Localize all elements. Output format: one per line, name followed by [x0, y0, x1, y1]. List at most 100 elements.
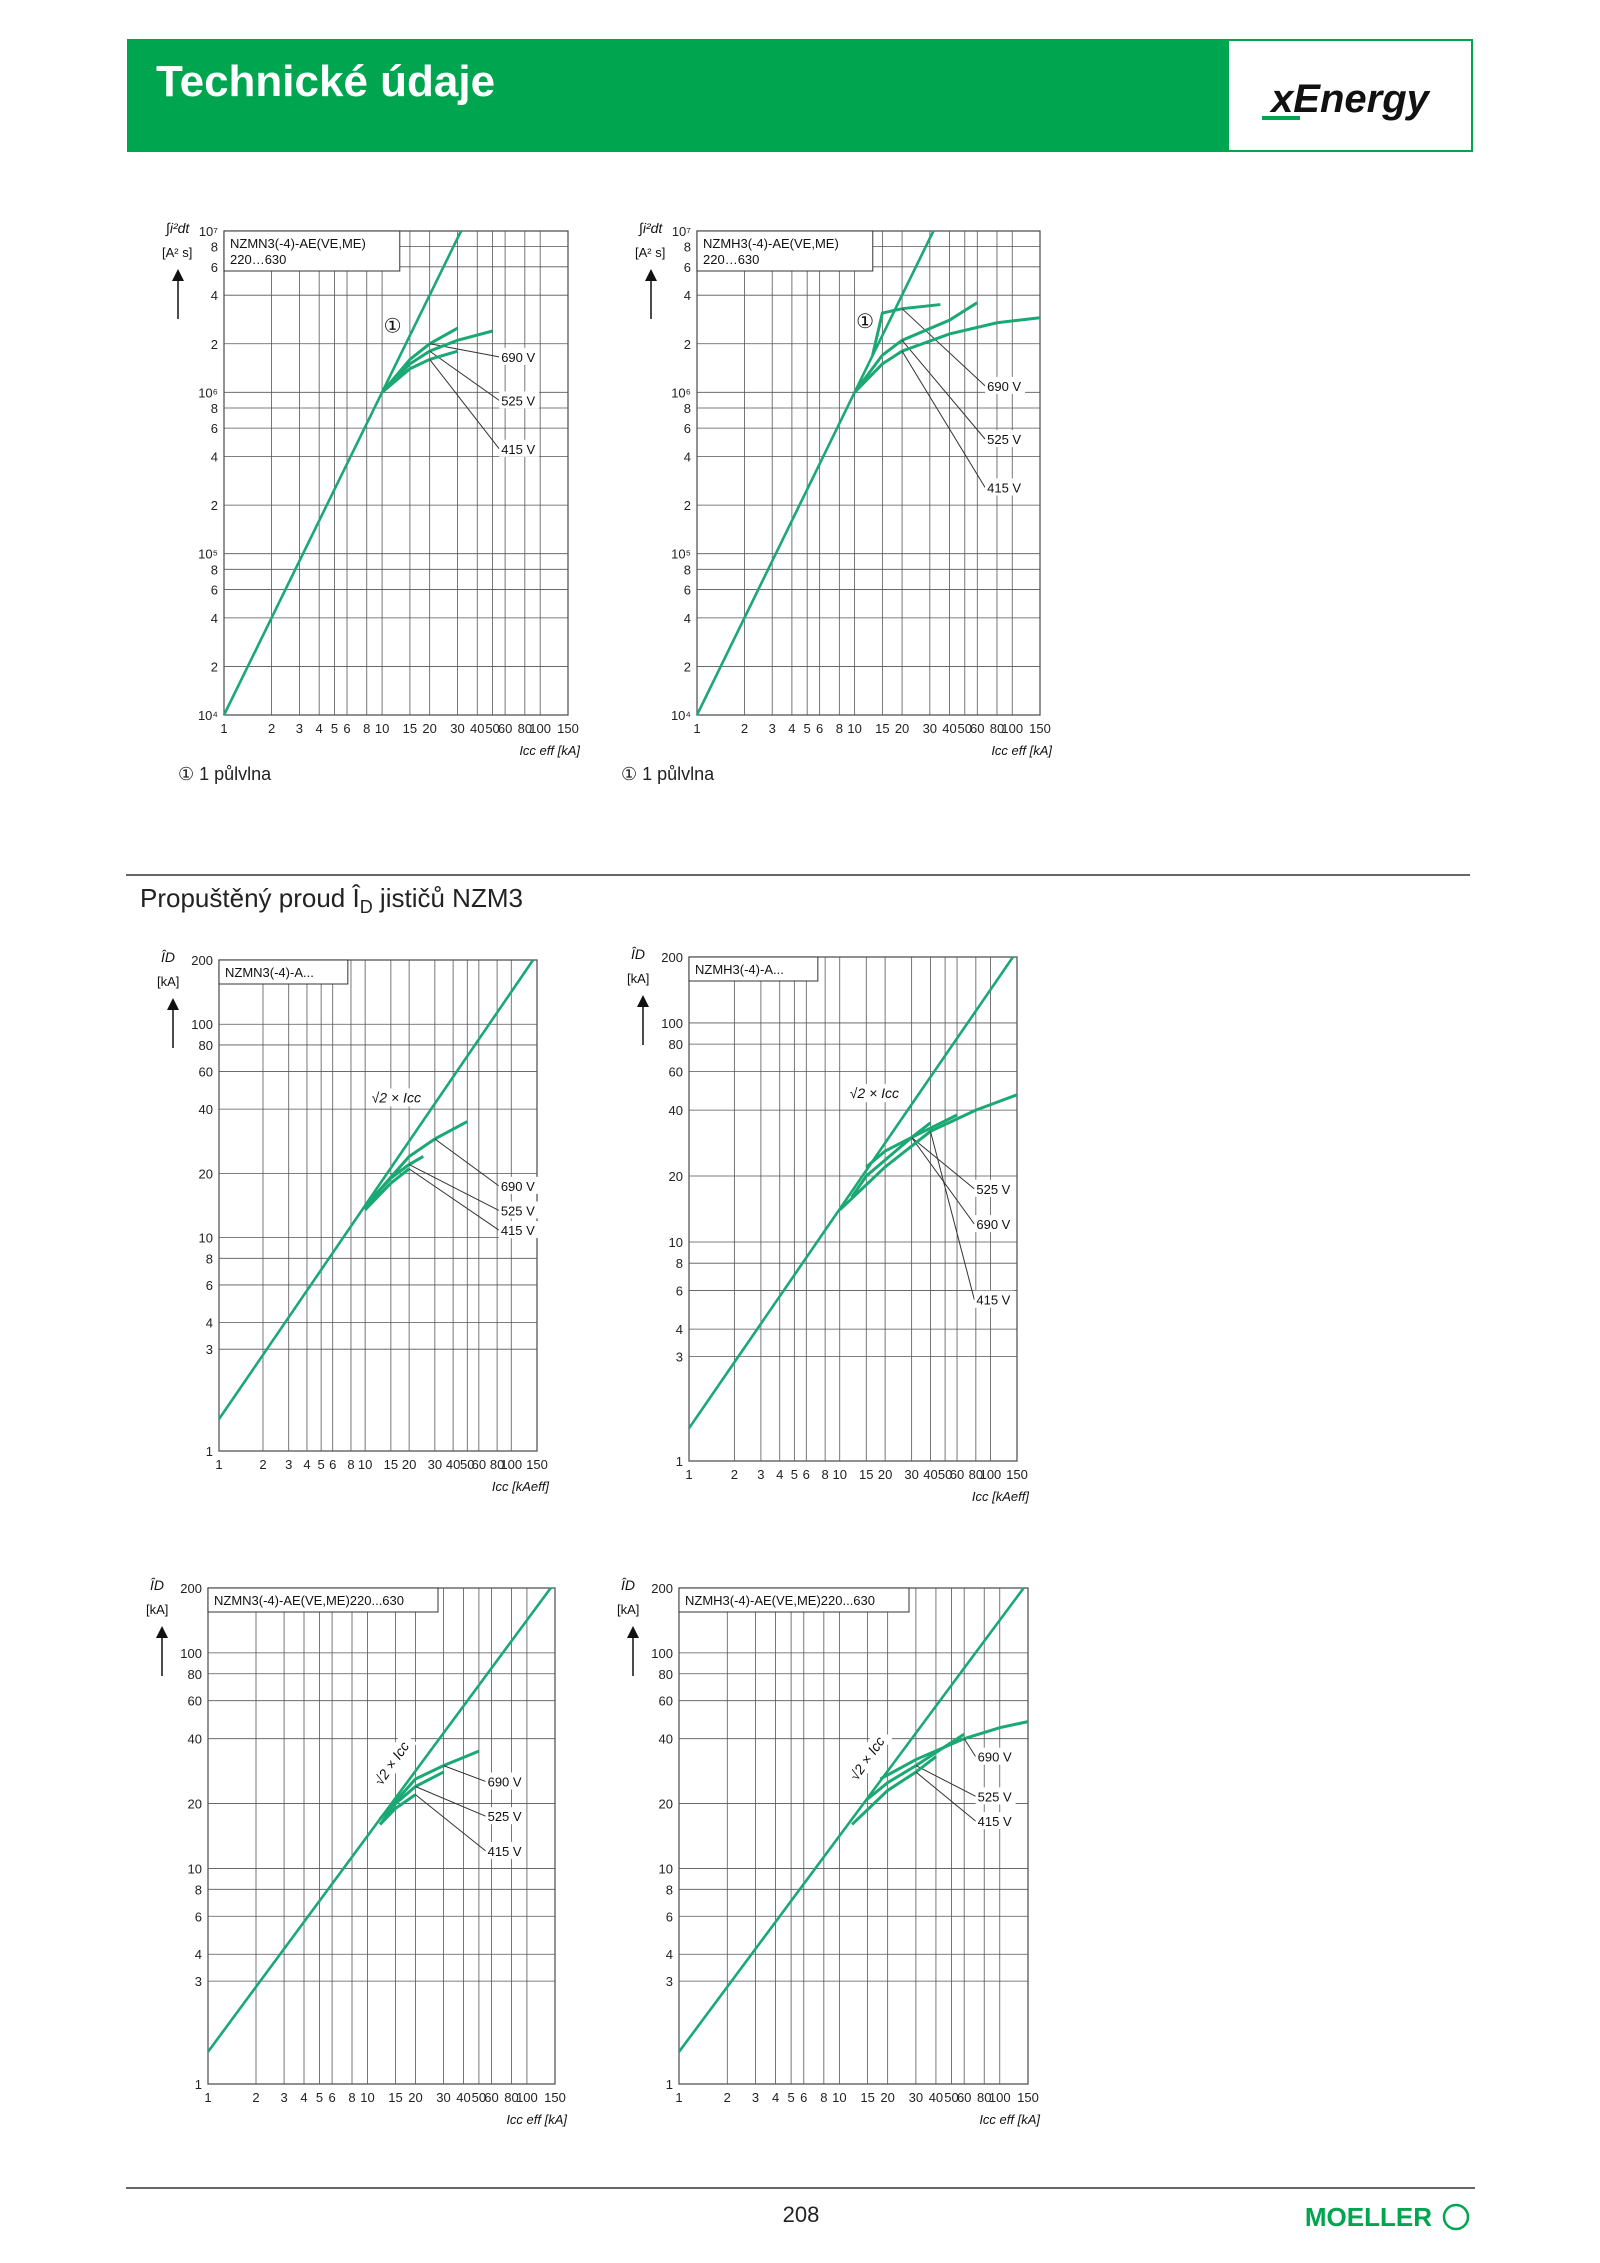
- series-label: 415 V: [501, 442, 535, 457]
- leader-line: [415, 1786, 486, 1817]
- x-tick-label: 40: [942, 721, 956, 736]
- curve: [379, 1793, 417, 1826]
- y-tick-label: 10⁶: [198, 385, 218, 400]
- x-tick-label: 80: [969, 1467, 983, 1482]
- x-tick-label: 8: [363, 721, 370, 736]
- y-axis-arrowhead: [637, 995, 649, 1007]
- x-tick-label: 3: [757, 1467, 764, 1482]
- x-tick-label: 2: [252, 2090, 259, 2105]
- y-tick-label: 80: [188, 1667, 202, 1682]
- leader-line: [408, 1164, 500, 1211]
- x-tick-label: 20: [878, 1467, 892, 1482]
- x-tick-label: 4: [316, 721, 323, 736]
- x-tick-label: 60: [950, 1467, 964, 1482]
- y-tick-label: 100: [180, 1646, 202, 1661]
- y-tick-label: 4: [211, 611, 218, 626]
- x-tick-label: 2: [259, 1457, 266, 1472]
- x-tick-label: 15: [403, 721, 417, 736]
- x-axis-label: Icc eff [kA]: [506, 2112, 567, 2127]
- x-tick-label: 6: [800, 2090, 807, 2105]
- y-tick-label: 6: [676, 1284, 683, 1299]
- x-tick-label: 100: [989, 2090, 1011, 2105]
- series-label-bg: [974, 1290, 1015, 1308]
- inset-box: [218, 959, 349, 985]
- y-tick-label: 10⁵: [671, 547, 691, 562]
- y-tick-label: 8: [211, 401, 218, 416]
- x-tick-label: 5: [791, 1467, 798, 1482]
- curve: [222, 230, 463, 716]
- y-axis-arrowhead: [172, 269, 184, 281]
- x-tick-label: 6: [329, 1457, 336, 1472]
- y-tick-label: 3: [666, 1974, 673, 1989]
- x-tick-label: 3: [296, 721, 303, 736]
- leader-line: [901, 308, 986, 387]
- curve: [381, 329, 493, 394]
- inset-text: 220…630: [703, 252, 759, 267]
- curve: [677, 1587, 1025, 2053]
- x-tick-label: 150: [1017, 2090, 1039, 2105]
- leader-line: [915, 1765, 976, 1797]
- x-tick-label: 8: [347, 1457, 354, 1472]
- line-label: √2 × Icc: [372, 1089, 421, 1105]
- x-tick-label: 80: [504, 2090, 518, 2105]
- x-tick-label: 8: [836, 721, 843, 736]
- x-tick-label: 30: [904, 1467, 918, 1482]
- y-tick-label: 60: [659, 1694, 673, 1709]
- leader-line: [963, 1738, 977, 1757]
- y-axis-arrowhead: [627, 1626, 639, 1638]
- y-tick-label: 6: [211, 582, 218, 597]
- y-tick-label: 10⁵: [198, 547, 218, 562]
- series-label-bg: [975, 1747, 1016, 1765]
- x-tick-label: 8: [820, 2090, 827, 2105]
- y-axis-label: ÎD: [621, 1577, 635, 1593]
- series-label: 415 V: [987, 481, 1021, 496]
- x-tick-label: 4: [300, 2090, 307, 2105]
- x-tick-label: 100: [529, 721, 551, 736]
- series-label-bg: [985, 430, 1026, 448]
- x-tick-label: 100: [500, 1457, 522, 1472]
- y-tick-label: 8: [211, 240, 218, 255]
- series-label-bg: [974, 1179, 1015, 1197]
- x-tick-label: 150: [557, 721, 579, 736]
- curve: [381, 349, 458, 394]
- x-tick-label: 80: [490, 1457, 504, 1472]
- inset-box: [678, 1587, 910, 1613]
- series-label: 525 V: [501, 1203, 535, 1218]
- y-tick-label: 4: [684, 450, 691, 465]
- series-label-bg: [498, 1176, 539, 1194]
- header-title: Technické údaje: [156, 57, 495, 106]
- curve: [838, 1093, 1018, 1212]
- series-label-bg: [499, 347, 540, 365]
- y-tick-label: 2: [684, 498, 691, 513]
- y-tick-label: 1: [195, 2077, 202, 2092]
- inset-box: [688, 956, 819, 982]
- x-tick-label: 2: [724, 2090, 731, 2105]
- y-tick-label: 80: [659, 1667, 673, 1682]
- inset-text: NZMH3(-4)-AE(VE,ME)220...630: [685, 1593, 875, 1608]
- page-number: 208: [783, 2202, 820, 2227]
- footnote: ① 1 půlvlna: [621, 764, 715, 784]
- y-tick-label: 8: [684, 562, 691, 577]
- x-tick-label: 15: [388, 2090, 402, 2105]
- series-label-bg: [485, 1807, 526, 1825]
- y-tick-label: 4: [206, 1316, 213, 1331]
- x-tick-label: 40: [456, 2090, 470, 2105]
- x-tick-label: 20: [408, 2090, 422, 2105]
- x-tick-label: 5: [331, 721, 338, 736]
- x-tick-label: 15: [875, 721, 889, 736]
- y-axis-label: ∫i²dt: [165, 220, 190, 237]
- leader-line: [901, 340, 986, 440]
- y-tick-label: 80: [199, 1038, 213, 1053]
- section-title-sub: D: [360, 897, 373, 917]
- x-tick-label: 60: [970, 721, 984, 736]
- y-tick-label: 10⁶: [671, 385, 691, 400]
- x-tick-label: 80: [518, 721, 532, 736]
- plot-frame: [696, 230, 1041, 716]
- curve: [378, 1770, 445, 1826]
- x-tick-label: 3: [280, 2090, 287, 2105]
- x-tick-label: 4: [788, 721, 795, 736]
- leader-line: [929, 1131, 975, 1300]
- y-tick-label: 6: [195, 1909, 202, 1924]
- y-tick-label: 8: [206, 1251, 213, 1266]
- x-tick-label: 40: [929, 2090, 943, 2105]
